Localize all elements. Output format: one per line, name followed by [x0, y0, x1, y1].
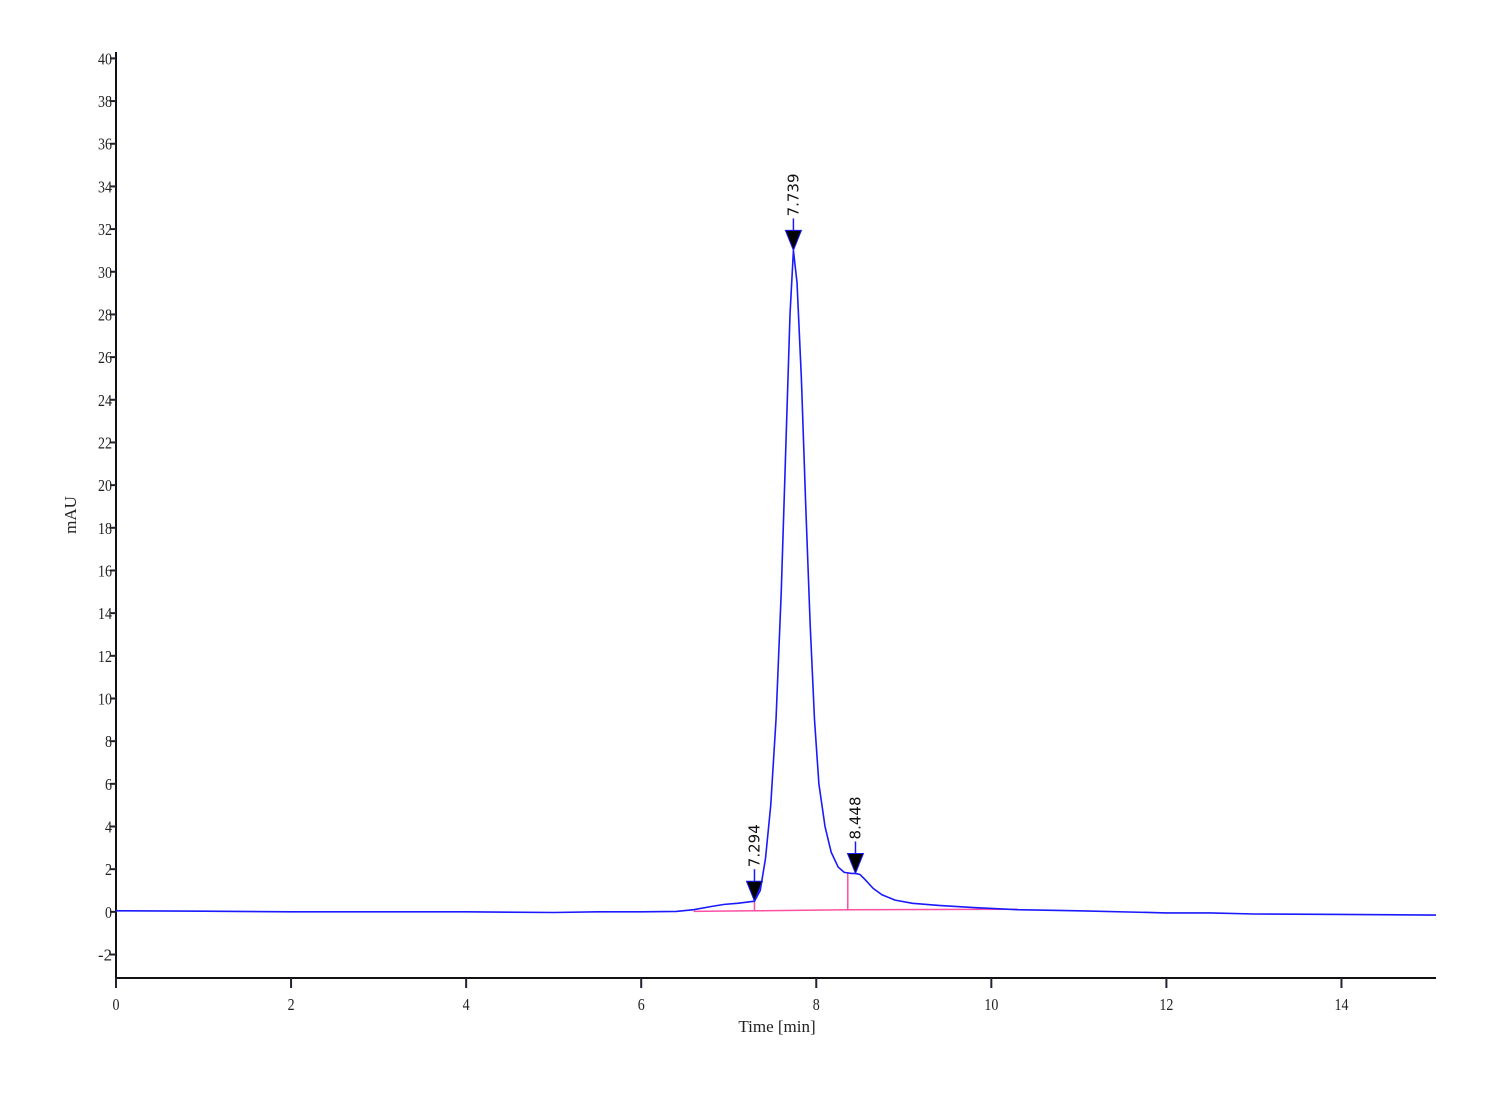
- x-tick-label: 12: [1159, 995, 1173, 1014]
- axes: -202468101214161820222426283032343638400…: [98, 49, 1436, 1014]
- x-tick-label: 8: [813, 995, 820, 1014]
- y-tick-label: -2: [98, 946, 112, 965]
- peak-label: 7.294: [745, 824, 763, 867]
- peak-marker-triangle: [784, 229, 803, 252]
- y-tick-label: 20: [98, 476, 112, 495]
- y-tick-label: 8: [105, 732, 112, 751]
- y-tick-label: 24: [98, 391, 112, 410]
- y-tick-label: 28: [98, 305, 112, 324]
- peak-markers: 7.294 7.739 8.448: [745, 173, 865, 903]
- y-axis-title: mAU: [61, 496, 80, 534]
- integration-baseline: [693, 908, 1018, 913]
- chromatogram-trace: [115, 249, 1437, 916]
- x-tick-label: 2: [288, 995, 295, 1014]
- x-tick-label: 10: [984, 995, 998, 1014]
- series-layer: [115, 249, 1437, 916]
- x-axis-title: Time [min]: [738, 1017, 815, 1036]
- y-tick-label: 22: [98, 433, 112, 452]
- y-tick-label: 32: [98, 220, 112, 239]
- y-tick-label: 16: [98, 561, 112, 580]
- y-tick-label: 12: [98, 647, 112, 666]
- x-tick-label: 14: [1334, 995, 1348, 1014]
- y-tick-label: 4: [105, 818, 112, 837]
- y-tick-label: 0: [105, 903, 112, 922]
- x-tick-label: 4: [463, 995, 470, 1014]
- y-tick-label: 2: [105, 860, 112, 879]
- y-tick-label: 10: [98, 689, 112, 708]
- baseline-layer: [693, 873, 1018, 913]
- y-tick-label: 40: [98, 49, 112, 68]
- y-tick-label: 6: [105, 775, 112, 794]
- y-tick-label: 14: [98, 604, 112, 623]
- peak-label: 7.739: [784, 173, 802, 216]
- y-tick-label: 30: [98, 263, 112, 282]
- y-tick-label: 26: [98, 348, 112, 367]
- y-tick-label: 34: [98, 177, 112, 196]
- y-tick-label: 36: [98, 135, 112, 154]
- x-tick-label: 0: [113, 995, 120, 1014]
- peak-marker-triangle: [745, 880, 764, 903]
- y-tick-label: 38: [98, 92, 112, 111]
- peak-marker-triangle: [846, 852, 865, 875]
- y-tick-label: 18: [98, 519, 112, 538]
- x-tick-label: 6: [638, 995, 645, 1014]
- peak-label: 8.448: [846, 796, 864, 839]
